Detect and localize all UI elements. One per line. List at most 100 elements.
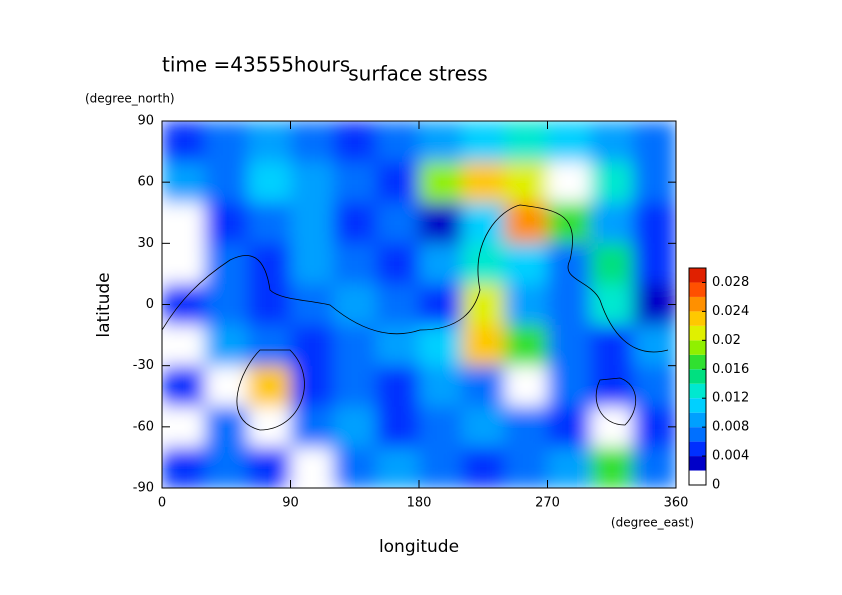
cell <box>419 447 463 488</box>
cells <box>162 121 676 488</box>
colorbar-swatch <box>689 340 706 355</box>
cell <box>247 284 291 326</box>
y-tick-label: -60 <box>133 419 154 434</box>
cell <box>419 324 463 367</box>
cell <box>419 284 463 326</box>
cell <box>290 406 334 448</box>
cell <box>290 161 334 204</box>
y-tick-label: -90 <box>133 481 154 496</box>
cell <box>461 202 506 244</box>
colorbar-swatch <box>689 369 706 384</box>
colorbar-tick-label: 0.008 <box>712 420 749 435</box>
cell <box>376 324 420 367</box>
cell <box>162 324 206 367</box>
colorbar: 0 0.004 0.008 0.012 0.016 0.02 0.024 0.028 <box>688 267 749 493</box>
coastline <box>162 204 669 353</box>
cell <box>290 121 334 163</box>
colorbar-swatch <box>689 383 706 399</box>
cell <box>162 365 206 407</box>
cell <box>461 324 506 367</box>
cell <box>547 121 591 163</box>
colorbar-swatch <box>689 470 706 485</box>
cell <box>547 324 591 367</box>
cell <box>376 121 420 163</box>
cell <box>204 406 249 448</box>
x-tick-label: 180 <box>407 496 432 511</box>
axes: 0 90 180 270 360 -90 -60 -30 0 30 60 90 <box>133 114 689 511</box>
cell <box>461 447 506 488</box>
chart-title: surface stress <box>348 62 487 86</box>
cell <box>162 243 206 285</box>
cell <box>504 284 548 326</box>
cell <box>162 121 206 163</box>
cell <box>419 202 463 244</box>
cell <box>547 406 591 448</box>
colorbar-swatch <box>689 296 706 312</box>
y-unit: (degree_north) <box>85 92 175 106</box>
cell <box>333 121 377 163</box>
cell <box>633 243 676 285</box>
colorbar-tick-label: 0.024 <box>712 304 749 319</box>
cell <box>590 243 634 285</box>
x-tick-label: 360 <box>664 496 689 511</box>
cell <box>633 121 676 163</box>
cell <box>333 202 377 244</box>
cell <box>419 406 463 448</box>
cell <box>419 121 463 163</box>
cell <box>204 161 249 204</box>
colorbar-swatch <box>689 268 706 283</box>
cell <box>461 406 506 448</box>
cell <box>376 284 420 326</box>
colorbar-tick-label: 0.004 <box>712 449 749 464</box>
cell <box>333 243 377 285</box>
cell <box>504 406 548 448</box>
cell <box>333 161 377 204</box>
cell <box>247 365 291 407</box>
cell <box>290 365 334 407</box>
cell <box>419 243 463 285</box>
colorbar-tick-label: 0.028 <box>712 275 749 290</box>
cell <box>547 365 591 407</box>
cell <box>376 202 420 244</box>
cell <box>419 161 463 204</box>
y-axis-label: latitude <box>94 272 114 337</box>
cell <box>333 406 377 448</box>
coastline <box>236 349 305 431</box>
cell <box>247 202 291 244</box>
cell <box>461 243 506 285</box>
cell <box>204 243 249 285</box>
cell <box>333 324 377 367</box>
x-tick-label: 0 <box>158 496 166 511</box>
cell <box>461 365 506 407</box>
colorbar-tick-label: 0.016 <box>712 362 749 377</box>
cell <box>290 284 334 326</box>
cell <box>504 161 548 204</box>
x-unit: (degree_east) <box>611 516 694 530</box>
cell <box>204 447 249 488</box>
cell <box>376 406 420 448</box>
cell <box>547 202 591 244</box>
cell <box>590 324 634 367</box>
colorbar-tick-label: 0.012 <box>712 391 749 406</box>
y-tick-label: 0 <box>146 297 154 312</box>
x-axis-label: longitude <box>379 537 459 557</box>
colorbar-swatch <box>689 398 706 413</box>
cell <box>633 365 676 407</box>
y-tick-label: 60 <box>137 175 154 190</box>
cell <box>247 406 291 448</box>
cell <box>633 202 676 244</box>
cell <box>162 447 206 488</box>
cell <box>162 202 206 244</box>
cell <box>204 121 249 163</box>
y-tick-label: 30 <box>137 236 154 251</box>
cell <box>204 365 249 407</box>
cell <box>290 447 334 488</box>
colorbar-swatch <box>689 311 706 326</box>
x-tick-label: 90 <box>282 496 299 511</box>
colorbar-swatch <box>689 354 706 370</box>
cell <box>590 365 634 407</box>
colorbar-tick-label: 0 <box>712 478 720 493</box>
cell <box>376 243 420 285</box>
cell <box>247 243 291 285</box>
